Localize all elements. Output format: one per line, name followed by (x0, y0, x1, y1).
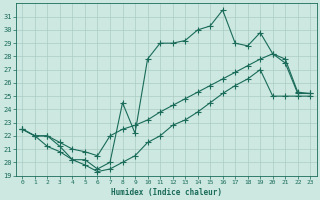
X-axis label: Humidex (Indice chaleur): Humidex (Indice chaleur) (111, 188, 222, 197)
